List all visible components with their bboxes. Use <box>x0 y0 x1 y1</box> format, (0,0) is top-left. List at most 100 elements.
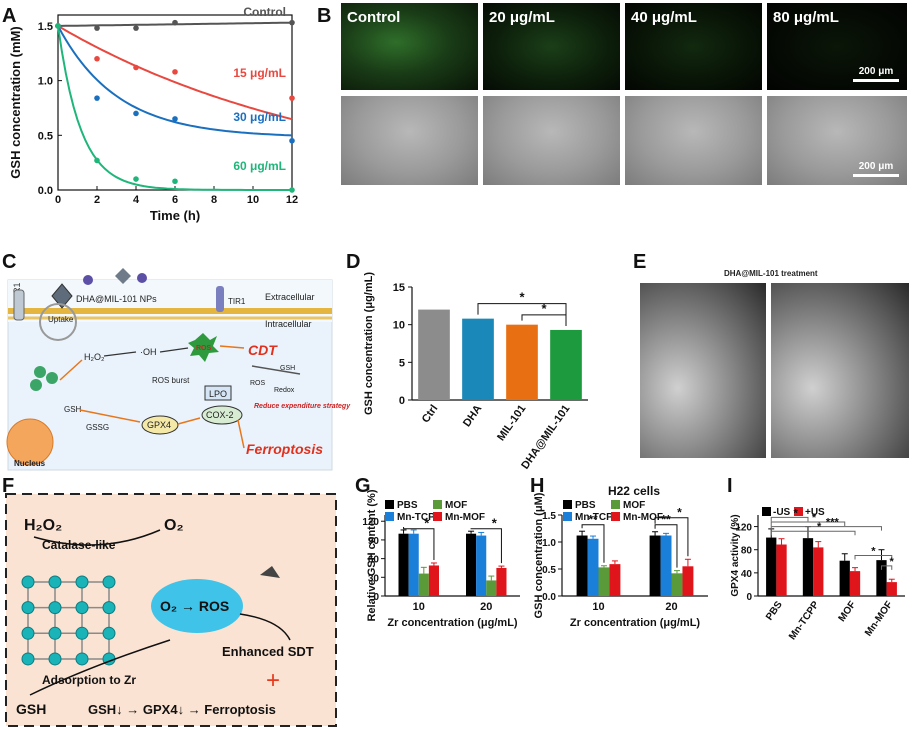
chartG-ylabel: Relative GSH content (%) <box>366 489 378 621</box>
chartG-bar <box>398 533 409 596</box>
chart-a-ytick-label: 0.0 <box>38 185 53 197</box>
fluo-image-control: Control <box>341 3 478 90</box>
chart-i-bar <box>849 571 861 596</box>
dha-molecule-icon <box>83 275 93 285</box>
chart-i-legend-label: -US <box>773 507 791 518</box>
chartH-category-label: 10 <box>592 601 604 613</box>
reduce-label: Reduce expenditure strategy <box>254 403 351 410</box>
chart-a-xtick-label: 0 <box>55 194 61 206</box>
chart-i-ytick-label: 120 <box>735 523 752 534</box>
o2-ros-label: O₂ → ROS <box>160 598 229 614</box>
chart-a-point <box>172 116 178 122</box>
dha-molecule-icon-2 <box>137 273 147 283</box>
chart-a-point <box>94 55 100 62</box>
chart-i-sig-label: * <box>817 521 822 533</box>
chart-i-bar <box>766 537 777 596</box>
chart-a-point <box>172 69 178 75</box>
chart-d-bar <box>418 309 450 400</box>
chart-a-point <box>94 25 100 31</box>
arrow-3 <box>159 347 189 353</box>
mof-node <box>102 601 116 615</box>
extracellular-label: Extracellular <box>265 292 315 302</box>
chartH-bar <box>587 538 599 596</box>
chartG-legend-swatch <box>385 500 394 509</box>
uptake-label: Uptake <box>48 315 74 324</box>
mof-node <box>75 575 89 589</box>
ros-small-label: ROS <box>250 380 266 387</box>
chartG-legend-swatch <box>385 512 394 521</box>
chartG-bar <box>466 533 477 596</box>
chartG-category-label: 10 <box>413 601 425 613</box>
mof-node <box>21 601 35 615</box>
chartG-bar <box>408 533 419 596</box>
chart-h-sig-label: ** <box>588 513 598 527</box>
chart-d: 0 5 10 15 GSH concentration (μg/mL) Ctrl DHA MI… <box>363 272 588 472</box>
chart-a-ylabel: GSH concentration (mM) <box>8 26 23 178</box>
ros-star-label: ROS <box>196 345 212 352</box>
chartG-legend-swatch <box>433 500 442 509</box>
scale-bar-top-label: 200 μm <box>858 66 894 77</box>
mof-cluster-icon <box>34 366 46 378</box>
chartH-legend-swatch <box>563 512 572 521</box>
gsh-label-f: GSH <box>16 701 46 717</box>
chartG-ytick-label: 0 <box>373 592 379 603</box>
chartG-bar <box>486 580 497 596</box>
chart-i-ylabel: GPX4 activity (%) <box>730 514 741 596</box>
nanoparticle-icon-2 <box>115 268 131 284</box>
fluo-label-80: 80 μg/mL <box>773 9 839 26</box>
catalase-arrow <box>33 529 161 546</box>
scale-bar-top: 200 μm <box>853 66 899 82</box>
fluo-label-40: 40 μg/mL <box>631 9 697 26</box>
chartG-xlabel: Zr concentration (μg/mL) <box>387 617 518 629</box>
chart-i-ytick-label: 0 <box>746 592 752 603</box>
mof-cluster-icon-2 <box>46 372 58 384</box>
chart-i-sig-label: *** <box>826 517 840 529</box>
chart-d-bar <box>506 324 538 400</box>
bright-image-40 <box>625 96 762 185</box>
mof-node <box>21 652 35 666</box>
chart-d-sig-label: * <box>519 290 525 305</box>
chartG-bar <box>496 567 507 596</box>
cdt-label: CDT <box>248 342 278 358</box>
chartH-legend-swatch <box>611 512 620 521</box>
mof-node <box>102 575 116 589</box>
chart-a-point <box>94 95 100 101</box>
panel-e-title: DHA@MIL-101 treatment <box>724 269 818 278</box>
chart-d-ytick-label: 0 <box>399 395 405 407</box>
redox-label: Redox <box>274 387 295 394</box>
chart-g-sig-label: * <box>492 516 498 531</box>
chart-i-sig-bracket <box>770 516 809 522</box>
oh-label: ·OH <box>140 347 157 357</box>
bright-image-20 <box>483 96 620 185</box>
chart-d-ytick-label: 15 <box>393 282 405 294</box>
chart-a-point <box>133 25 139 31</box>
chartH-ytick-label: 1.5 <box>542 511 556 522</box>
arrow-6 <box>177 417 201 425</box>
chartG-bar <box>476 535 487 596</box>
panel-letter-a: A <box>2 5 16 27</box>
chartG-legend-label: MOF <box>445 500 467 511</box>
chart-i-sig-bracket <box>880 565 893 570</box>
chartH-legend-swatch <box>563 500 572 509</box>
mof-node <box>48 575 62 589</box>
tir1-left-receptor <box>13 289 25 321</box>
arrow-2 <box>103 351 137 357</box>
mof-node <box>75 652 89 666</box>
chart-h-sig-label: ** <box>661 513 671 527</box>
chart-a: 0 2 4 6 8 10 12 0.0 0.5 1.0 1.5 Time (h) GSH concent… <box>8 5 298 223</box>
chartG-category-label: 20 <box>480 601 492 613</box>
chart-a-series-label: Control <box>243 5 286 19</box>
chartH-bar <box>609 564 621 596</box>
chart-d-category-label: DHA <box>461 403 485 429</box>
chartH-legend-label: PBS <box>575 500 596 511</box>
chart-d-category-label: Ctrl <box>420 403 441 425</box>
chart-d-bar <box>462 318 494 400</box>
chart-h-sig-bracket <box>654 524 678 568</box>
chart-i-category-label: PBS <box>764 599 785 622</box>
chart-a-series-label: 60 μg/mL <box>233 159 286 173</box>
chart-a-xtick-label: 10 <box>247 194 259 206</box>
ros-burst-label: ROS burst <box>152 376 190 385</box>
chart-d-category-label: MIL-101 <box>495 403 528 443</box>
chart-i-sig-label: * <box>889 556 894 568</box>
h2o2-label-f: H₂O₂ <box>24 517 62 534</box>
